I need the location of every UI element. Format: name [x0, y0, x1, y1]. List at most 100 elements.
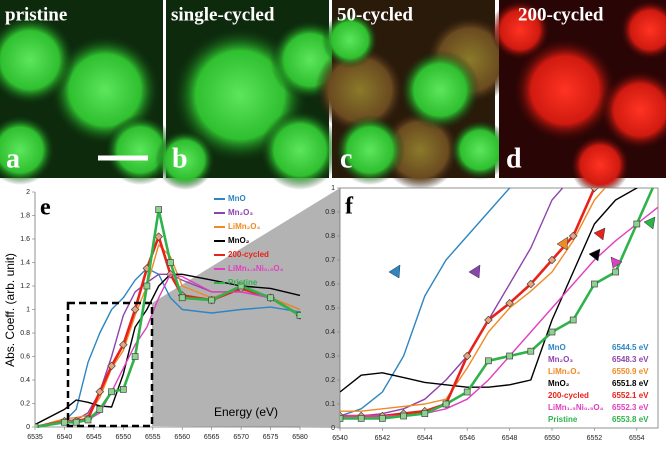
x-tick-label: 6546 — [459, 435, 475, 442]
image-title: pristine — [5, 4, 67, 25]
edge-energy: 6552.1 eV — [612, 391, 649, 400]
y-tick-label: 0.8 — [325, 233, 335, 240]
x-tick-label: 6555 — [145, 434, 161, 441]
marker — [379, 415, 386, 422]
panel-letter: d — [506, 143, 522, 174]
legend-label: LiMn₁.₅Ni₀.₅O₄ — [548, 403, 604, 412]
image-panel — [490, 0, 666, 195]
marker — [591, 280, 598, 288]
y-tick-label: 0 — [26, 424, 30, 431]
zoom-box — [66, 301, 154, 428]
zoom-projection — [152, 188, 340, 428]
marker — [506, 352, 513, 360]
marker — [131, 353, 139, 360]
x-tick-label: 6548 — [502, 435, 518, 442]
y-tick-label: 0.3 — [325, 353, 335, 360]
panel-letter: b — [172, 143, 188, 174]
edge-energy: 6550.9 eV — [612, 367, 649, 376]
y-tick-label: 0.1 — [325, 401, 335, 408]
edge-energy: 6551.8 eV — [612, 379, 649, 388]
marker — [108, 388, 115, 396]
x-tick-label: 6535 — [27, 434, 43, 441]
marker — [421, 410, 429, 417]
x-tick-label: 6565 — [204, 434, 220, 441]
legend-label: 200-cycled — [228, 250, 269, 259]
marker — [296, 312, 301, 319]
plot-frame — [339, 187, 659, 429]
marker — [633, 220, 641, 228]
x-tick-label: 6542 — [375, 435, 391, 442]
marker — [154, 232, 163, 241]
marker — [463, 388, 471, 396]
marker — [35, 423, 39, 428]
marker — [167, 259, 174, 266]
series-line — [340, 188, 606, 412]
x-tick-label: 6544 — [417, 435, 433, 442]
x-tick-label: 6575 — [263, 434, 279, 441]
x-axis-title: Energy (eV) — [214, 405, 278, 419]
x-tick-label: 6580 — [292, 434, 308, 441]
marker — [340, 415, 344, 422]
panel-letter: a — [6, 143, 20, 174]
image-panel — [0, 0, 175, 185]
marker — [400, 412, 407, 420]
y-tick-label: 0.4 — [20, 377, 30, 384]
panel-letter: e — [40, 195, 51, 221]
marker — [119, 340, 128, 350]
series-line — [35, 267, 301, 428]
marker — [505, 298, 514, 308]
y-tick-label: 0 — [331, 425, 335, 432]
marker — [119, 386, 127, 393]
y-tick-label: 1.2 — [20, 283, 30, 290]
image-title: 50-cycled — [337, 4, 413, 25]
marker — [72, 418, 80, 426]
marker — [357, 415, 365, 422]
y-tick-label: 0.2 — [325, 377, 335, 384]
y-tick-label: 2 — [26, 189, 30, 196]
legend-label: 200-cycled — [548, 391, 589, 400]
panel-letter: f — [345, 194, 354, 220]
y-tick-label: 0.6 — [325, 281, 335, 288]
marker — [462, 351, 472, 361]
y-tick-label: 0.7 — [325, 257, 335, 264]
y-tick-label: 1.4 — [20, 259, 30, 266]
marker — [84, 416, 92, 424]
plot-lines — [35, 206, 301, 428]
marker — [61, 418, 68, 426]
marker — [569, 316, 577, 324]
marker — [178, 294, 186, 302]
marker — [95, 387, 105, 397]
y-tick-label: 1.8 — [20, 212, 30, 219]
marker — [485, 357, 492, 365]
marker — [442, 400, 450, 408]
series-line — [340, 188, 655, 420]
x-tick-label: 6545 — [86, 434, 102, 441]
series-line — [340, 188, 596, 418]
edge-energy: 6552.3 eV — [612, 403, 649, 412]
x-tick-label: 6540 — [332, 435, 348, 442]
series-line — [35, 208, 301, 428]
marker — [526, 279, 536, 289]
x-tick-label: 6540 — [57, 434, 73, 441]
y-tick-label: 0.9 — [325, 209, 335, 216]
y-tick-label: 0.5 — [325, 305, 335, 312]
marker — [130, 305, 140, 314]
legend-label: LiMn₂O₄ — [228, 222, 260, 231]
marker — [612, 268, 619, 276]
chart: 0 0.2 0.4 0.6 0.8 1 1.2 1.4 1.6 1.8 2 6535 6540 6545 6… — [3, 189, 308, 441]
legend-label: Mn₂O₃ — [548, 355, 573, 364]
edge-energy: 6544.5 eV — [612, 343, 649, 352]
panel-letter: c — [340, 143, 352, 174]
x-tick-label: 6550 — [116, 434, 132, 441]
x-tick-label: 6550 — [544, 435, 560, 442]
x-tick-label: 6552 — [587, 435, 603, 442]
marker — [107, 361, 116, 371]
y-tick-label: 1.6 — [20, 236, 30, 243]
series-line — [340, 188, 638, 393]
y-tick-label: 0.2 — [20, 400, 30, 407]
edge-energy: 6553.8 eV — [612, 415, 649, 424]
y-axis-title: Abs. Coeff. (arb. unit) — [3, 253, 17, 367]
x-tick-label: 6560 — [174, 434, 190, 441]
y-tick-label: 1 — [331, 185, 335, 192]
image-panel — [155, 0, 350, 190]
